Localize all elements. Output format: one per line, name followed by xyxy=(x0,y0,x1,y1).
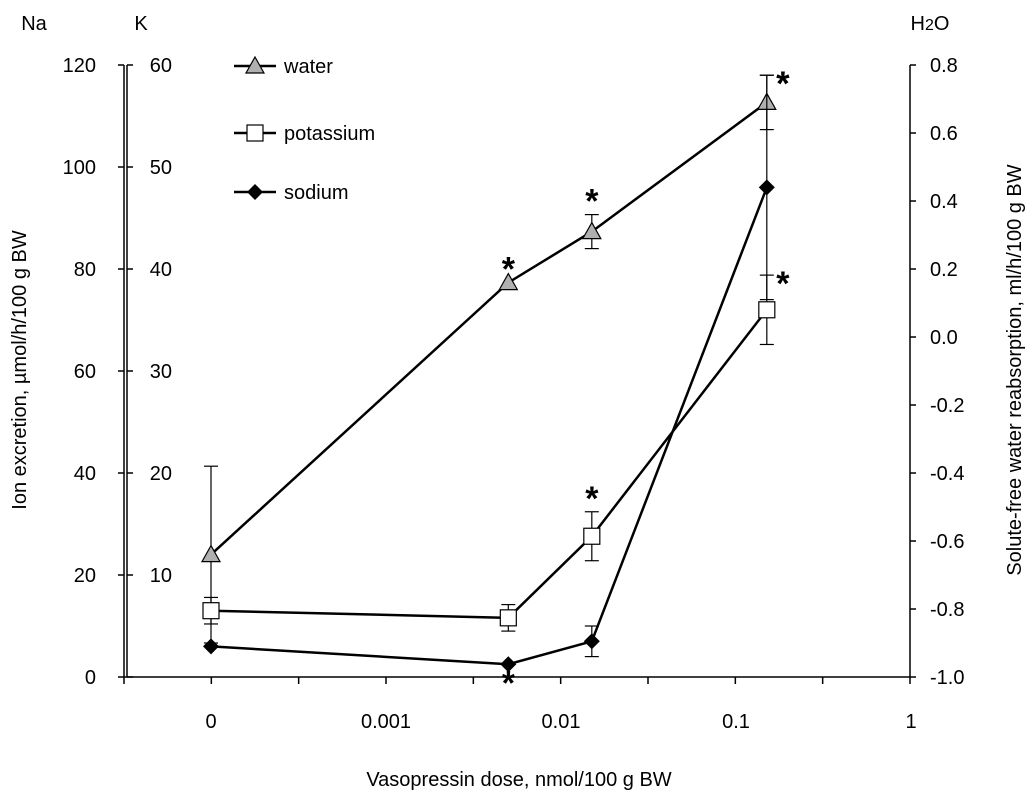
x-tick-label: 0.001 xyxy=(361,711,411,733)
na-tick-label: 20 xyxy=(74,565,96,587)
point-potassium xyxy=(499,609,517,627)
right-tick-label: 0.6 xyxy=(930,123,958,145)
x-tick-label: 0.1 xyxy=(722,711,750,733)
legend-label-water: water xyxy=(283,56,333,78)
k-tick-label: 20 xyxy=(150,463,172,485)
y-axis-label-right: Solute-free water reabsorption, ml/h/100… xyxy=(1004,164,1026,575)
na-axis-title: Na xyxy=(21,13,47,35)
legend-item-potassium: potassium xyxy=(234,123,375,145)
right-tick-label: -1.0 xyxy=(930,667,964,689)
k-tick-label: 50 xyxy=(150,157,172,179)
x-axis-label: Vasopressin dose, nmol/100 g BW xyxy=(366,769,671,791)
right-tick-label: 0.8 xyxy=(930,55,958,77)
significance-star: * xyxy=(776,265,790,303)
series-line-water xyxy=(210,101,768,556)
legend-label-sodium: sodium xyxy=(284,182,348,204)
significance-star: * xyxy=(585,183,599,221)
k-tick-label: 40 xyxy=(150,259,172,281)
significance-star: * xyxy=(776,65,790,103)
right-tick-label: 0.2 xyxy=(930,259,958,281)
na-tick-label: 60 xyxy=(74,361,96,383)
series-potassium: ** xyxy=(202,265,790,632)
legend: water potassium sodium xyxy=(234,55,375,204)
k-axis-title: K xyxy=(134,13,148,35)
k-tick-label: 60 xyxy=(150,55,172,77)
point-sodium xyxy=(203,638,219,655)
legend-triangle-marker xyxy=(244,55,266,74)
x-tick-label: 0.01 xyxy=(542,711,581,733)
na-tick-label: 80 xyxy=(74,259,96,281)
right-tick-label: 0.4 xyxy=(930,191,958,213)
legend-diamond-marker xyxy=(247,184,263,200)
point-water xyxy=(200,544,222,563)
point-water xyxy=(498,272,519,291)
right-tick-label: -0.8 xyxy=(930,599,964,621)
na-tick-label: 0 xyxy=(85,667,96,689)
k-tick-label: 10 xyxy=(150,565,172,587)
significance-star: * xyxy=(776,65,790,103)
x-tick-label: 1 xyxy=(905,711,916,733)
legend-square-marker xyxy=(246,124,264,142)
point-potassium xyxy=(583,527,601,545)
k-tick-label: 30 xyxy=(150,361,172,383)
significance-star: * xyxy=(502,251,516,289)
legend-item-sodium: sodium xyxy=(234,182,348,204)
point-sodium xyxy=(583,633,600,650)
significance-star: * xyxy=(585,480,599,518)
right-tick-label: -0.2 xyxy=(930,395,964,417)
na-tick-label: 100 xyxy=(63,157,96,179)
x-tick-label: 0 xyxy=(205,711,216,733)
point-sodium xyxy=(500,656,517,673)
series-line-potassium xyxy=(210,309,768,620)
legend-item-water: water xyxy=(234,55,333,78)
series-line-sodium xyxy=(210,186,768,666)
h2o-axis-title: H2O xyxy=(911,13,950,35)
point-potassium xyxy=(758,301,776,319)
point-sodium xyxy=(758,179,775,196)
y-axis-label-left: Ion excretion, µmol/h/100 g BW xyxy=(9,230,31,510)
na-tick-label: 40 xyxy=(74,463,96,485)
right-tick-label: -0.6 xyxy=(930,531,964,553)
point-water xyxy=(581,221,602,240)
series-sodium: ** xyxy=(203,65,790,702)
point-potassium xyxy=(202,602,220,620)
na-tick-label: 120 xyxy=(63,55,96,77)
legend-label-potassium: potassium xyxy=(284,123,375,145)
right-tick-label: -0.4 xyxy=(930,463,964,485)
right-tick-label: 0.0 xyxy=(930,327,958,349)
significance-star: * xyxy=(502,664,516,702)
